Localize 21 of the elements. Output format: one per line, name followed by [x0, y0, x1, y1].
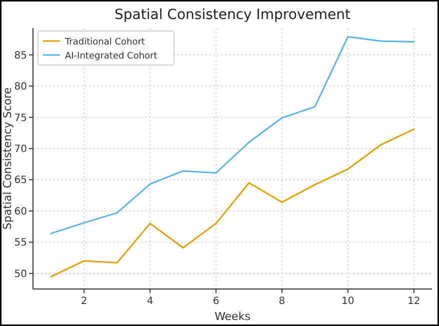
- line-series: [50, 36, 415, 234]
- y-tick-label: 65: [14, 175, 27, 186]
- x-tick-label: 8: [278, 296, 286, 307]
- x-axis-title: Weeks: [214, 310, 251, 323]
- chart-title: Spatial Consistency Improvement: [114, 7, 351, 23]
- y-tick-label: 55: [14, 238, 27, 249]
- x-tick-label: 4: [146, 296, 154, 307]
- x-tick-label: 12: [407, 296, 420, 307]
- y-tick-label: 60: [14, 206, 27, 218]
- x-tick-label: 2: [80, 296, 88, 307]
- legend-label: AI-Integrated Cohort: [65, 52, 158, 62]
- y-tick-label: 70: [14, 144, 27, 156]
- y-tick-label: 75: [14, 112, 27, 124]
- legend-label: Traditional Cohort: [64, 38, 146, 48]
- line-series: [50, 128, 415, 278]
- y-tick-label: 80: [14, 82, 27, 93]
- y-tick-label: 85: [14, 50, 27, 62]
- x-tick-label: 10: [342, 296, 354, 307]
- y-axis-title: Spatial Consistency Score: [1, 87, 14, 230]
- x-tick-label: 6: [212, 296, 220, 307]
- y-tick-label: 50: [14, 268, 27, 280]
